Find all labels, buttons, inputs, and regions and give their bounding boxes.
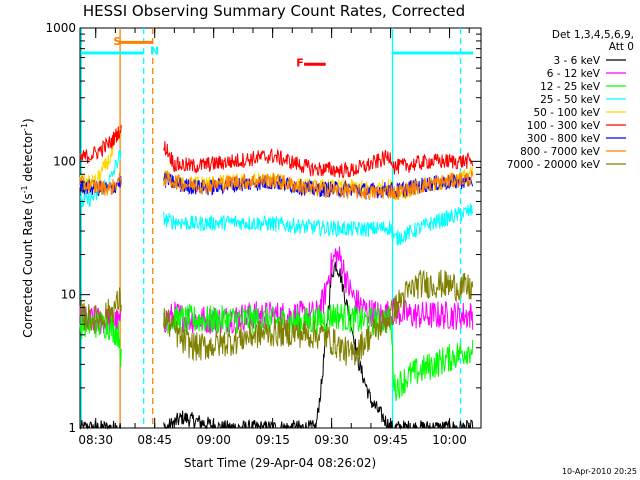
series-line-100-300-kev bbox=[79, 124, 474, 179]
x-tick-label: 09:45 bbox=[373, 433, 408, 447]
x-tick-label: 09:30 bbox=[314, 433, 349, 447]
legend-label-12-25-kev: 12 - 25 keV bbox=[540, 81, 601, 93]
x-tick-label: 08:45 bbox=[137, 433, 172, 447]
annotation-label-n: N bbox=[150, 44, 159, 57]
y-axis-label: Corrected Count Rate (s-1 detector-1) bbox=[20, 118, 35, 337]
series-line-12-25-kev bbox=[79, 303, 474, 402]
legend-label-25-50-kev: 25 - 50 keV bbox=[540, 94, 601, 106]
series-line-800-7000-kev bbox=[79, 170, 474, 201]
x-axis: 08:30 08:45 09:00 09:15 09:30 09:45 10:00 bbox=[78, 28, 470, 447]
x-tick-label: 10:00 bbox=[432, 433, 467, 447]
x-axis-label: Start Time (29-Apr-04 08:26:02) bbox=[184, 456, 376, 470]
series-lines bbox=[79, 124, 474, 430]
legend-label-800-7000-kev: 800 - 7000 keV bbox=[520, 146, 601, 158]
y-axis-label-end: ) bbox=[21, 118, 35, 123]
y-tick-label: 1000 bbox=[45, 21, 76, 35]
y-axis-label-main: Corrected Count Rate (s bbox=[21, 193, 35, 337]
annotations: S N F bbox=[113, 35, 326, 70]
series-line-3-6-kev bbox=[79, 261, 474, 430]
legend-label-50-100-kev: 50 - 100 keV bbox=[533, 107, 600, 119]
y-axis-label-sup2: -1 bbox=[20, 123, 29, 131]
y-axis: 1 10 100 1000 bbox=[45, 21, 481, 435]
chart-title: HESSI Observing Summary Count Rates, Cor… bbox=[83, 2, 465, 20]
legend-title-1: Det 1,3,4,5,6,9, bbox=[552, 29, 634, 41]
y-axis-label-mid: detector bbox=[21, 131, 35, 186]
legend-label-3-6-kev: 3 - 6 keV bbox=[553, 55, 600, 67]
series-line-7000-20000-kev bbox=[79, 269, 474, 366]
y-axis-label-sup1: -1 bbox=[20, 185, 29, 193]
timestamp: 10-Apr-2010 20:25 bbox=[562, 467, 637, 476]
x-tick-label: 09:15 bbox=[255, 433, 290, 447]
y-tick-label: 100 bbox=[53, 154, 76, 168]
legend-label-6-12-kev: 6 - 12 keV bbox=[547, 68, 601, 80]
x-tick-label: 09:00 bbox=[196, 433, 231, 447]
y-tick-label: 10 bbox=[61, 288, 76, 302]
y-tick-label: 1 bbox=[68, 421, 76, 435]
annotation-label-s: S bbox=[113, 35, 121, 48]
x-tick-label: 08:30 bbox=[78, 433, 113, 447]
legend-label-7000-20000-kev: 7000 - 20000 keV bbox=[507, 159, 601, 171]
legend-title-2: Att 0 bbox=[609, 41, 634, 53]
legend-label-100-300-kev: 100 - 300 keV bbox=[527, 120, 601, 132]
annotation-label-f: F bbox=[296, 57, 304, 70]
legend-label-300-800-kev: 300 - 800 keV bbox=[527, 133, 601, 145]
